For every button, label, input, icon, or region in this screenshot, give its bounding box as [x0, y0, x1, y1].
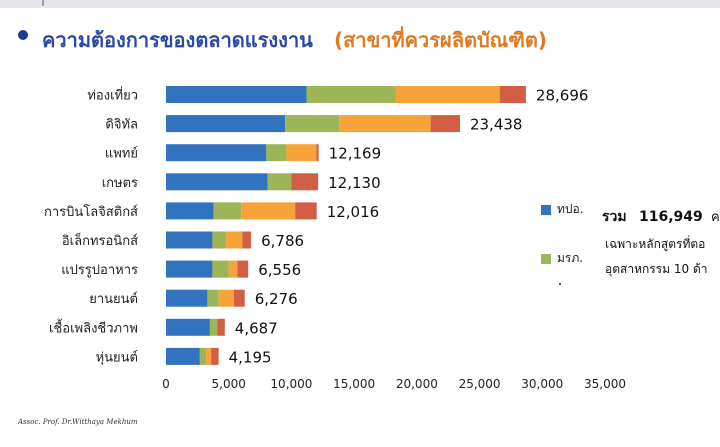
x-tick-label: 35,000: [584, 377, 626, 391]
bar-total-label: 23,438: [470, 116, 523, 134]
bar-total-label: 4,687: [235, 319, 278, 337]
bar-segment-series-2: [199, 347, 207, 365]
bar-total-label: 12,016: [327, 203, 380, 221]
bar-segment-series-2: [207, 289, 219, 307]
bar-total-label: 6,786: [261, 232, 304, 250]
bar-segment-series-2: [285, 115, 340, 133]
bar-segment-series-4: [237, 260, 249, 278]
title-main: ความต้องการของตลาดแรงงาน: [42, 28, 313, 52]
total-value: 116,949: [639, 209, 703, 225]
bar-segment-series-4: [291, 173, 319, 191]
bar-segment-series-2: [209, 318, 218, 336]
bar-segment-series-4: [499, 86, 526, 103]
footer-credit: Assoc. Prof. Dr.Witthaya Mekhum: [18, 418, 138, 426]
title-sub: (สาขาที่ควรผลิตบัณฑิต): [334, 28, 547, 52]
bar-segment-series-2: [267, 173, 292, 191]
bar-segment-series-1: [166, 318, 210, 336]
bar-segment-series-2: [212, 260, 229, 278]
bar-segment-series-3: [395, 86, 500, 103]
x-tick-label: 25,000: [459, 377, 501, 391]
x-tick-label: 30,000: [521, 377, 563, 391]
top-band-tick: [42, 0, 44, 6]
category-label: ท่องเที่ยว: [87, 87, 138, 104]
bar-segment-series-1: [166, 289, 208, 307]
bar-segment-series-4: [430, 115, 460, 133]
bar-segment-series-2: [213, 202, 242, 220]
category-label: เชื้อเพลิงชีวภาพ: [49, 318, 138, 336]
category-label: แปรรูปอาหาร: [61, 263, 138, 278]
bar-segment-series-3: [206, 347, 212, 365]
bar-segment-series-4: [242, 231, 252, 249]
bar-segment-series-1: [166, 144, 267, 162]
legend-label: มรภ.: [557, 251, 584, 265]
x-tick-label: 0: [162, 377, 170, 391]
bar-segment-series-3: [226, 231, 243, 249]
total-label: รวม: [602, 209, 627, 225]
bar-segment-series-1: [166, 231, 213, 249]
bar-segment-series-2: [212, 231, 227, 249]
note-line-3: อุตสาหกรรม 10 ด้า: [605, 262, 708, 276]
category-label: การบินโลจิสติกส์: [44, 204, 138, 220]
legend-item-series-1: ทปอ.: [541, 200, 584, 219]
legend-swatch: [541, 204, 551, 215]
total-cut: ค: [711, 210, 720, 225]
bar-total-label: 12,169: [329, 145, 382, 163]
bar-segment-series-4: [211, 347, 219, 365]
bar-segment-series-1: [166, 202, 214, 220]
category-label: แพทย์: [105, 146, 138, 162]
legend-label: ทปอ.: [557, 202, 584, 216]
note-line-2: เฉพาะหลักสูตรที่ตอ: [605, 237, 706, 251]
bar-segment-series-3: [339, 115, 431, 133]
top-band: [0, 0, 720, 8]
bar-segment-series-1: [166, 347, 200, 365]
bar-total-label: 6,276: [255, 290, 298, 308]
bar-segment-series-3: [228, 260, 238, 278]
x-tick-label: 15,000: [333, 377, 375, 391]
bar-segment-series-1: [166, 86, 307, 103]
bar-segment-series-3: [218, 289, 234, 307]
bar-segment-series-3: [241, 202, 296, 220]
bar-total-label: 4,195: [229, 348, 272, 366]
bar-segment-series-4: [316, 144, 319, 162]
bar-segment-series-1: [166, 260, 213, 278]
bar-total-label: 28,696: [536, 87, 589, 105]
category-label: ยานยนต์: [89, 291, 138, 307]
category-label: เกษตร: [102, 176, 138, 191]
x-tick-label: 20,000: [396, 377, 438, 391]
legend-swatch: [541, 253, 551, 264]
bar-segment-series-1: [166, 173, 268, 191]
category-label: หุ่นยนต์: [96, 349, 138, 365]
bar-segment-series-3: [286, 144, 317, 162]
bar-segment-series-2: [306, 86, 396, 103]
x-tick-label: 5,000: [212, 377, 246, 391]
bar-segment-series-2: [266, 144, 287, 162]
category-label: ดิจิทัล: [105, 118, 138, 133]
category-label: อิเล็กทรอนิกส์: [62, 231, 138, 249]
x-tick-label: 10,000: [270, 377, 312, 391]
bar-total-label: 6,556: [258, 261, 301, 279]
bar-segment-series-4: [233, 289, 245, 307]
legend-item-series-2: มรภ.: [541, 249, 583, 268]
bar-segment-series-4: [295, 202, 317, 220]
total-note: รวม 116,949 ค: [602, 206, 720, 228]
bar-segment-series-4: [217, 318, 225, 336]
title-bullet-icon: [18, 30, 28, 40]
bar-total-label: 12,130: [328, 174, 381, 192]
legend-dot: [559, 283, 561, 285]
bar-segment-series-1: [166, 115, 286, 133]
